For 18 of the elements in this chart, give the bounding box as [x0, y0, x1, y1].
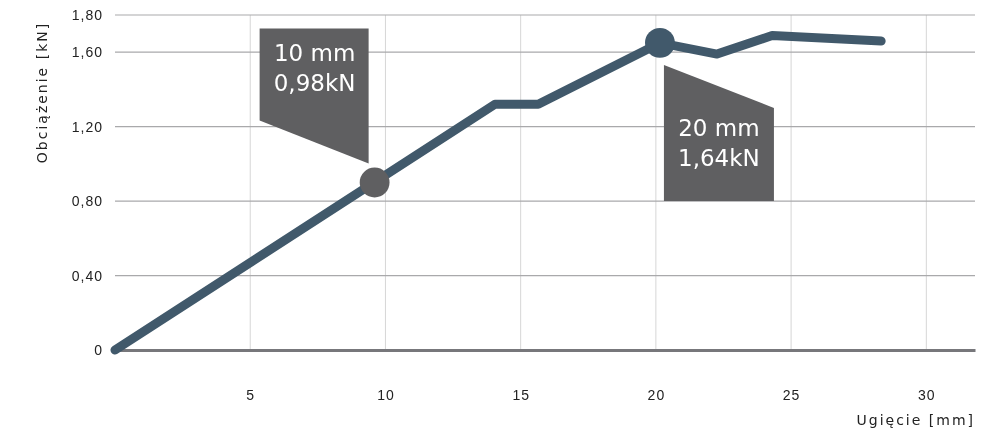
y-axis-title: Obciążenie [kN]: [34, 21, 50, 164]
y-tick-label: 1,20: [71, 118, 103, 135]
callout-box: 10 mm 0,98kN: [259, 28, 369, 164]
x-tick-label: 25: [782, 386, 801, 403]
x-axis-title: Ugięcie [mm]: [856, 412, 975, 428]
x-tick-label: 30: [918, 386, 936, 403]
y-tick-label: 0: [94, 341, 103, 358]
x-tick-label: 5: [246, 386, 256, 403]
y-tick-label: 1,80: [71, 6, 103, 23]
x-tick-label: 10: [377, 386, 395, 403]
annotation: 10 mm 0,98kN: [273, 39, 356, 96]
y-tick-label: 0,80: [71, 193, 103, 210]
annotation: 20 mm 1,64kN: [678, 114, 760, 171]
y-tick-label: 1,60: [71, 44, 103, 61]
y-tick-label: 0,40: [71, 267, 103, 284]
x-tick-label: 20: [647, 386, 666, 403]
x-tick-label: 15: [512, 386, 530, 403]
callout-box: 20 mm 1,64kN: [663, 64, 774, 201]
